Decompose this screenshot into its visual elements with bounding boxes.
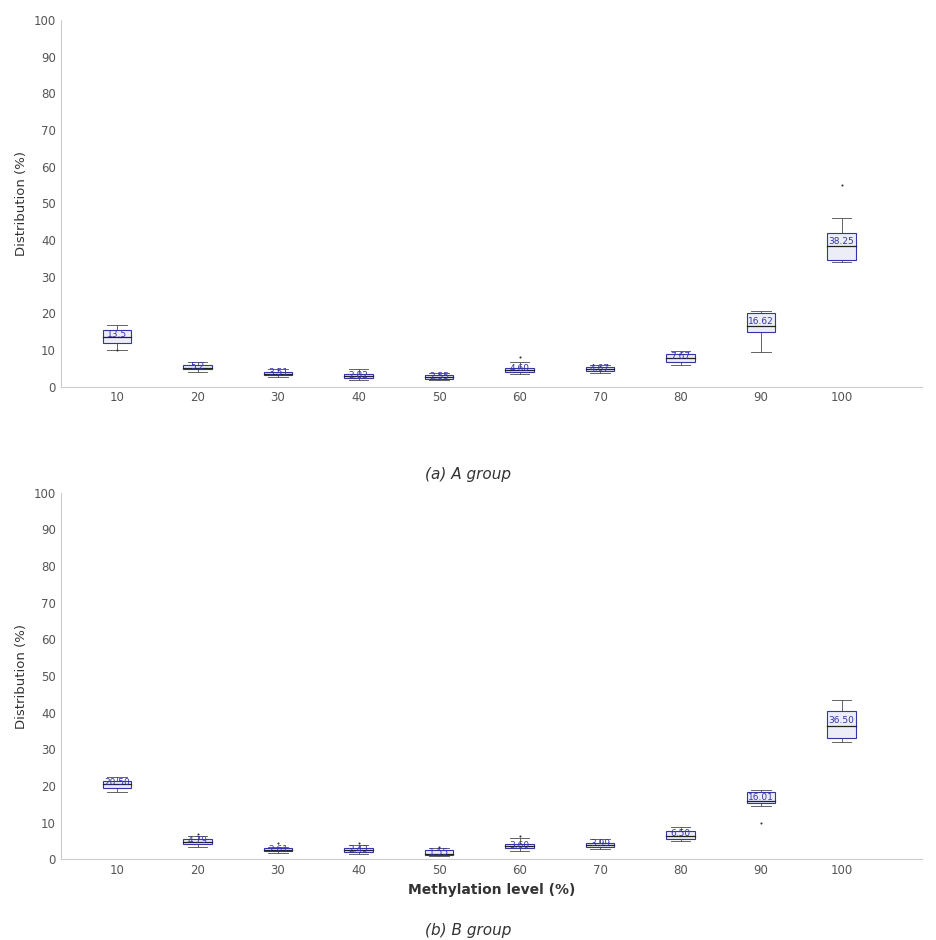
Bar bbox=[746, 791, 774, 803]
Bar bbox=[585, 842, 613, 847]
Text: (a) A group: (a) A group bbox=[425, 467, 511, 482]
Text: 38.25: 38.25 bbox=[827, 237, 854, 246]
Bar bbox=[103, 780, 131, 788]
Text: 7.67: 7.67 bbox=[670, 352, 690, 361]
Bar bbox=[264, 849, 292, 852]
Y-axis label: Distribution (%): Distribution (%) bbox=[15, 150, 28, 256]
Bar bbox=[665, 354, 694, 362]
Bar bbox=[424, 850, 453, 855]
Bar bbox=[344, 849, 373, 853]
Text: 6.50: 6.50 bbox=[670, 829, 690, 838]
Bar bbox=[183, 366, 212, 369]
Text: 2.43: 2.43 bbox=[348, 845, 368, 854]
Bar bbox=[103, 330, 131, 342]
Bar bbox=[826, 232, 855, 260]
Text: 16.62: 16.62 bbox=[747, 317, 773, 326]
Text: 2.61: 2.61 bbox=[268, 845, 287, 854]
Text: 4.79: 4.79 bbox=[187, 837, 207, 845]
Text: 2.82: 2.82 bbox=[348, 371, 368, 380]
Bar bbox=[183, 839, 212, 844]
Text: 3.60: 3.60 bbox=[509, 840, 529, 850]
Bar bbox=[746, 313, 774, 332]
Bar bbox=[424, 375, 453, 379]
Text: 4.67: 4.67 bbox=[590, 364, 609, 373]
Text: 3.51: 3.51 bbox=[268, 368, 287, 378]
Text: 36.50: 36.50 bbox=[827, 716, 854, 725]
Bar bbox=[826, 711, 855, 739]
Bar bbox=[665, 831, 694, 839]
Text: 3.99: 3.99 bbox=[590, 839, 609, 849]
Bar bbox=[585, 367, 613, 371]
Bar bbox=[505, 843, 533, 849]
Text: 1.55: 1.55 bbox=[429, 848, 448, 857]
Text: 2.55: 2.55 bbox=[429, 372, 448, 381]
Text: 4.60: 4.60 bbox=[509, 365, 529, 373]
Text: 20.50: 20.50 bbox=[104, 778, 130, 788]
Text: (b) B group: (b) B group bbox=[425, 923, 511, 938]
Bar bbox=[505, 368, 533, 372]
X-axis label: Methylation level (%): Methylation level (%) bbox=[407, 883, 575, 897]
Bar bbox=[344, 374, 373, 378]
Text: 13.5: 13.5 bbox=[107, 330, 127, 339]
Bar bbox=[264, 371, 292, 375]
Y-axis label: Distribution (%): Distribution (%) bbox=[15, 623, 28, 728]
Text: 5.2: 5.2 bbox=[190, 362, 204, 371]
Text: 16.01: 16.01 bbox=[747, 793, 773, 802]
